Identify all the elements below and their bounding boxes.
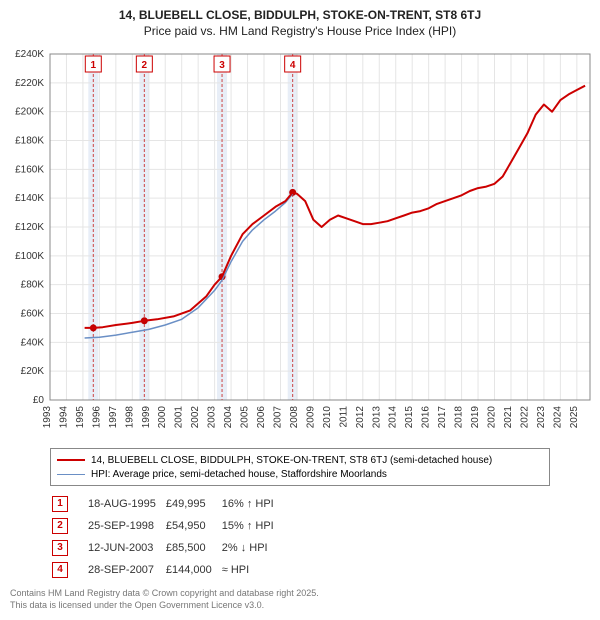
svg-text:2019: 2019 xyxy=(470,406,481,429)
chart-title-line2: Price paid vs. HM Land Registry's House … xyxy=(0,24,600,38)
svg-text:£40K: £40K xyxy=(21,337,45,348)
svg-text:2010: 2010 xyxy=(322,406,333,429)
svg-text:£180K: £180K xyxy=(15,136,44,147)
svg-text:2016: 2016 xyxy=(421,406,432,429)
svg-text:1995: 1995 xyxy=(75,406,86,429)
table-row: 3 12-JUN-2003£85,5002% ↓ HPI xyxy=(52,538,282,558)
svg-text:£120K: £120K xyxy=(15,222,44,233)
svg-text:£200K: £200K xyxy=(15,107,44,118)
svg-text:2011: 2011 xyxy=(338,406,349,428)
svg-text:1997: 1997 xyxy=(108,406,119,429)
svg-text:2004: 2004 xyxy=(223,406,234,429)
svg-text:2023: 2023 xyxy=(536,406,547,429)
svg-text:2007: 2007 xyxy=(272,406,283,429)
table-row: 4 28-SEP-2007£144,000≈ HPI xyxy=(52,560,282,580)
svg-text:2002: 2002 xyxy=(190,406,201,429)
svg-text:£60K: £60K xyxy=(21,309,45,320)
svg-text:2024: 2024 xyxy=(552,406,563,429)
legend-swatch-property xyxy=(57,459,85,461)
legend-label-property: 14, BLUEBELL CLOSE, BIDDULPH, STOKE-ON-T… xyxy=(91,455,492,466)
svg-text:3: 3 xyxy=(219,60,225,71)
legend: 14, BLUEBELL CLOSE, BIDDULPH, STOKE-ON-T… xyxy=(50,448,550,486)
svg-text:£20K: £20K xyxy=(21,366,45,377)
svg-text:1: 1 xyxy=(91,60,97,71)
svg-text:2006: 2006 xyxy=(256,406,267,429)
svg-text:£140K: £140K xyxy=(15,193,44,204)
marker-badge: 2 xyxy=(52,518,68,534)
sales-table: 1 18-AUG-1995£49,99516% ↑ HPI 2 25-SEP-1998… xyxy=(50,492,284,582)
svg-text:1994: 1994 xyxy=(58,406,69,429)
svg-text:1999: 1999 xyxy=(141,406,152,429)
price-chart: £0 £20K £40K £60K £80K £100K £120K £140K £160K £1… xyxy=(0,38,600,440)
svg-text:2025: 2025 xyxy=(569,406,580,429)
chart-title-line1: 14, BLUEBELL CLOSE, BIDDULPH, STOKE-ON-T… xyxy=(0,8,600,22)
svg-text:2022: 2022 xyxy=(519,406,530,429)
svg-text:£100K: £100K xyxy=(15,251,44,262)
sale-price: £54,950 xyxy=(166,516,220,536)
legend-label-hpi: HPI: Average price, semi-detached house,… xyxy=(91,469,387,480)
sale-date: 25-SEP-1998 xyxy=(88,516,164,536)
svg-text:2000: 2000 xyxy=(157,406,168,429)
legend-swatch-hpi xyxy=(57,474,85,475)
svg-text:2005: 2005 xyxy=(240,406,251,429)
svg-text:2020: 2020 xyxy=(487,406,498,429)
footer: Contains HM Land Registry data © Crown c… xyxy=(10,588,319,611)
svg-text:2: 2 xyxy=(142,60,148,71)
marker-badge: 3 xyxy=(52,540,68,556)
sale-date: 28-SEP-2007 xyxy=(88,560,164,580)
svg-text:£0: £0 xyxy=(33,395,45,406)
chart-title-block: 14, BLUEBELL CLOSE, BIDDULPH, STOKE-ON-T… xyxy=(0,0,600,38)
table-row: 1 18-AUG-1995£49,99516% ↑ HPI xyxy=(52,494,282,514)
svg-text:2014: 2014 xyxy=(388,406,399,429)
marker-badge: 1 xyxy=(52,496,68,512)
svg-text:£220K: £220K xyxy=(15,78,44,89)
sale-price: £85,500 xyxy=(166,538,220,558)
sale-date: 18-AUG-1995 xyxy=(88,494,164,514)
sale-price: £49,995 xyxy=(166,494,220,514)
footer-line1: Contains HM Land Registry data © Crown c… xyxy=(10,588,319,600)
sale-delta: 16% ↑ HPI xyxy=(222,494,282,514)
sale-delta: 15% ↑ HPI xyxy=(222,516,282,536)
sale-price: £144,000 xyxy=(166,560,220,580)
svg-text:£240K: £240K xyxy=(15,49,44,60)
table-row: 2 25-SEP-1998£54,95015% ↑ HPI xyxy=(52,516,282,536)
svg-text:2017: 2017 xyxy=(437,406,448,429)
sale-date: 12-JUN-2003 xyxy=(88,538,164,558)
svg-text:£80K: £80K xyxy=(21,280,45,291)
svg-text:£160K: £160K xyxy=(15,164,44,175)
sale-delta: 2% ↓ HPI xyxy=(222,538,282,558)
marker-badge: 4 xyxy=(52,562,68,578)
svg-text:1996: 1996 xyxy=(91,406,102,429)
svg-text:2013: 2013 xyxy=(371,406,382,429)
svg-text:2012: 2012 xyxy=(355,406,366,429)
svg-text:2003: 2003 xyxy=(207,406,218,429)
legend-item-hpi: HPI: Average price, semi-detached house,… xyxy=(57,467,543,481)
svg-text:2015: 2015 xyxy=(404,406,415,429)
svg-text:2001: 2001 xyxy=(174,406,185,429)
svg-text:1998: 1998 xyxy=(124,406,135,429)
svg-text:1993: 1993 xyxy=(42,406,53,429)
sale-delta: ≈ HPI xyxy=(222,560,282,580)
footer-line2: This data is licensed under the Open Gov… xyxy=(10,600,319,612)
svg-text:2008: 2008 xyxy=(289,406,300,429)
svg-text:4: 4 xyxy=(290,60,296,71)
svg-text:2021: 2021 xyxy=(503,406,514,429)
svg-text:2009: 2009 xyxy=(305,406,316,429)
legend-item-property: 14, BLUEBELL CLOSE, BIDDULPH, STOKE-ON-T… xyxy=(57,453,543,467)
svg-text:2018: 2018 xyxy=(454,406,465,429)
